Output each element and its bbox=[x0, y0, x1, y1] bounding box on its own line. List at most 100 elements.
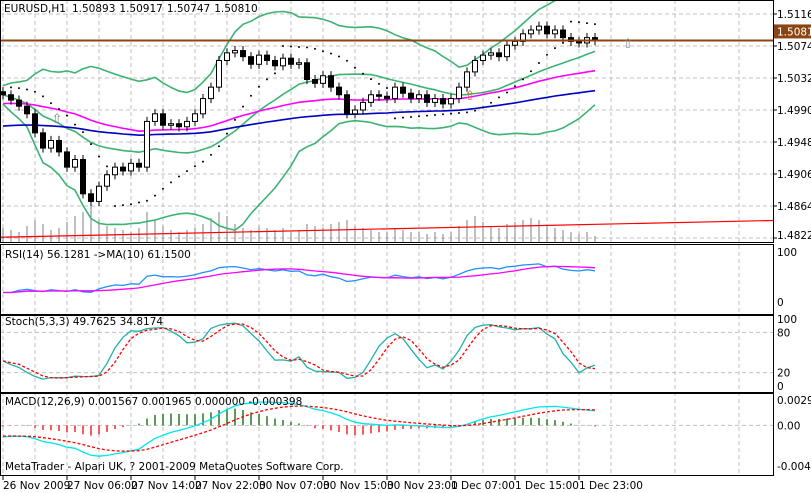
chart-header-title: EURUSD,H1 1.50893 1.50917 1.50747 1.50810 bbox=[4, 3, 258, 15]
candle-bear bbox=[8, 94, 14, 101]
candle-bear bbox=[176, 123, 182, 128]
candle-bull bbox=[96, 185, 102, 202]
candle-bull bbox=[296, 62, 302, 65]
sar-dot bbox=[506, 91, 508, 94]
candle-bear bbox=[40, 132, 46, 149]
price-tick-label: 1.49900 bbox=[777, 105, 811, 117]
volume-ma-line bbox=[0, 219, 774, 238]
candle-bull bbox=[200, 98, 206, 115]
time-tick-label: 27 Nov 14:00 bbox=[131, 480, 202, 492]
rsi-ma-line bbox=[3, 265, 596, 294]
macd-tick-label: 0.00 bbox=[777, 420, 800, 432]
sar-dot bbox=[210, 153, 212, 156]
price-panel[interactable]: ⇧ ⇧ ⇧ bbox=[0, 0, 774, 242]
candle-bull bbox=[168, 123, 174, 126]
candle-bear bbox=[576, 40, 582, 44]
sar-dot bbox=[578, 21, 580, 24]
candle-bear bbox=[384, 95, 390, 100]
macd-panel[interactable] bbox=[2, 401, 596, 457]
candle-bull bbox=[528, 29, 534, 35]
sar-dot bbox=[498, 96, 500, 99]
sar-dot bbox=[442, 113, 444, 116]
sar-dot bbox=[130, 203, 132, 206]
candle-bull bbox=[280, 57, 286, 67]
candle-bull bbox=[480, 54, 486, 61]
sar-dot bbox=[538, 62, 540, 65]
sar-dot bbox=[346, 59, 348, 62]
candle-bull bbox=[320, 75, 326, 84]
price-tick-label: 1.48640 bbox=[777, 201, 811, 213]
candle-bull bbox=[352, 109, 358, 115]
candle-bull bbox=[208, 86, 214, 100]
sar-dot bbox=[202, 160, 204, 163]
sar-dot bbox=[434, 113, 436, 116]
candle-bear bbox=[64, 151, 70, 168]
sar-dot bbox=[546, 53, 548, 56]
candle-bear bbox=[424, 94, 430, 103]
bollinger-lower bbox=[2, 103, 596, 232]
candle-bear bbox=[336, 86, 342, 96]
candle-bull bbox=[368, 94, 374, 103]
sar-dot bbox=[98, 155, 100, 158]
sar-dot bbox=[90, 143, 92, 146]
candle-bull bbox=[104, 174, 110, 187]
panel-frame bbox=[0, 244, 774, 315]
candle-bull bbox=[144, 120, 150, 168]
candle-bull bbox=[128, 162, 134, 172]
stoch-signal-line bbox=[2, 323, 596, 379]
sar-dot bbox=[482, 106, 484, 109]
candle-bear bbox=[16, 99, 22, 107]
candle-bear bbox=[264, 54, 270, 61]
bollinger-middle bbox=[2, 50, 596, 154]
candle-bull bbox=[488, 52, 494, 56]
candle-bear bbox=[88, 193, 94, 202]
rsi-line bbox=[3, 263, 596, 294]
sar-dot bbox=[562, 41, 564, 44]
stoch-tick-label: 20 bbox=[777, 368, 790, 380]
candle-bull bbox=[504, 44, 510, 58]
candle-bull bbox=[184, 120, 190, 128]
sar-dot bbox=[154, 194, 156, 197]
candle-bull bbox=[72, 159, 78, 168]
candle-bear bbox=[376, 94, 382, 97]
price-tick-label: 1.50320 bbox=[777, 73, 811, 85]
stoch-panel[interactable] bbox=[2, 322, 596, 380]
stoch-label: Stoch(5,3,3) 49.7625 34.8174 bbox=[5, 316, 163, 328]
candle-bear bbox=[344, 94, 350, 115]
sar-dot bbox=[186, 170, 188, 173]
rsi-tick-label: 100 bbox=[777, 247, 797, 259]
candle-bull bbox=[432, 98, 438, 103]
candle-bear bbox=[272, 59, 278, 67]
sar-dot bbox=[42, 95, 44, 98]
sar-dot bbox=[322, 50, 324, 53]
candle-bear bbox=[304, 62, 310, 81]
sar-dot bbox=[250, 94, 252, 97]
ma-magenta-line bbox=[2, 69, 596, 133]
candle-bull bbox=[552, 29, 558, 35]
panel-frame bbox=[0, 315, 774, 393]
candle-bull bbox=[472, 59, 478, 73]
sar-dot bbox=[10, 86, 12, 89]
candle-bear bbox=[136, 162, 142, 168]
candle-bear bbox=[160, 113, 166, 126]
time-tick-label: 1 Dec 15:00 bbox=[515, 480, 579, 492]
sar-dot bbox=[74, 123, 76, 126]
sar-dot bbox=[170, 181, 172, 184]
sar-dot bbox=[82, 131, 84, 134]
sar-dot bbox=[242, 105, 244, 108]
sar-dot bbox=[490, 101, 492, 104]
sar-dot bbox=[514, 85, 516, 88]
rsi-panel[interactable] bbox=[3, 263, 596, 294]
stoch-tick-label: 100 bbox=[777, 314, 797, 326]
sar-dot bbox=[178, 175, 180, 178]
price-tick-label: 1.50740 bbox=[777, 41, 811, 53]
candle-bear bbox=[248, 56, 254, 65]
sar-dot bbox=[378, 82, 380, 85]
sar-dot bbox=[106, 165, 108, 168]
sar-dot bbox=[474, 109, 476, 112]
sar-dot bbox=[402, 116, 404, 119]
candle-bear bbox=[328, 75, 334, 88]
candle-bull bbox=[464, 71, 470, 88]
